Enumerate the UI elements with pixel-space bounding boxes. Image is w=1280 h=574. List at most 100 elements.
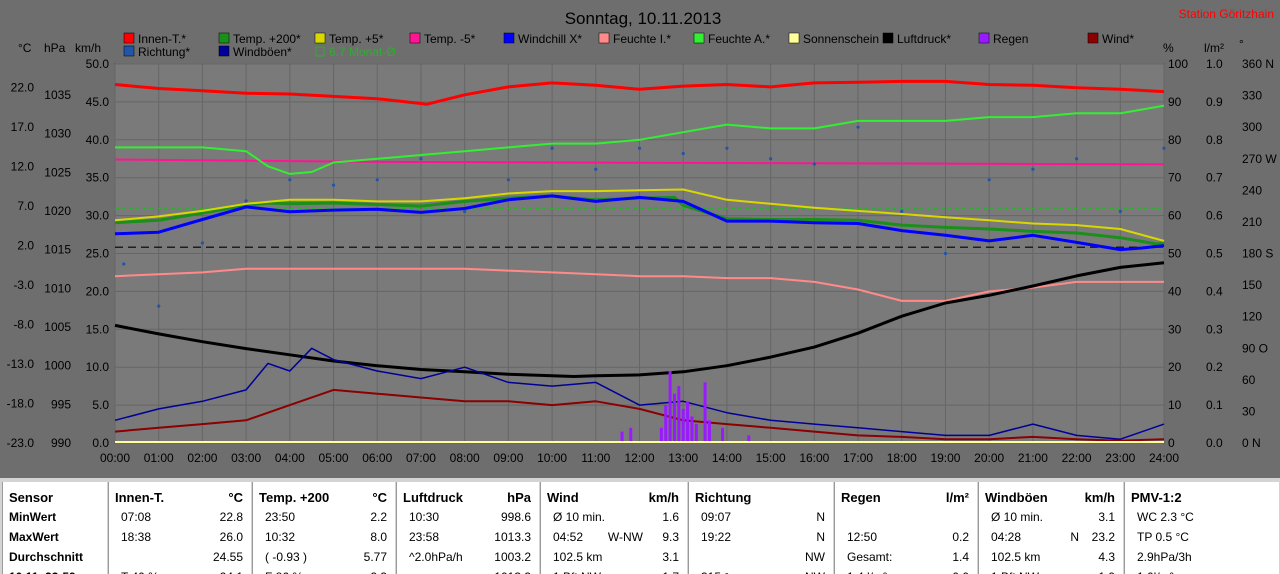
hpa-tick-label: 1015 [44, 243, 71, 257]
deg-tick-label: 90 O [1242, 341, 1268, 355]
series-layer [114, 79, 1166, 443]
deg-tick-label: 120 [1242, 310, 1262, 324]
panel-cell-label: 1 Bft NW [553, 570, 601, 574]
legend-label: Richtung* [138, 45, 190, 59]
direction-point [244, 199, 248, 203]
direction-point [1031, 167, 1035, 171]
legend-swatch [788, 32, 800, 44]
kmh-tick-label: 25.0 [86, 247, 110, 261]
panel-cell-label: ^2.0hPa/h [409, 550, 463, 564]
temp-tick-label: 2.0 [17, 239, 34, 253]
panel-cell-extra: N [1070, 530, 1079, 544]
temp-tick-label: 22.0 [11, 81, 35, 95]
panel-unit: °C [228, 490, 243, 505]
panel-unit: hPa [507, 490, 531, 505]
kmh-tick-label: 10.0 [86, 360, 110, 374]
panel-cell-label: Durchschnitt [9, 550, 84, 564]
direction-point [1162, 146, 1166, 150]
panel-cell-label: 2.9hPa/3h [1137, 550, 1192, 564]
panel-cell-label: WC 2.3 °C [1137, 510, 1194, 524]
time-tick-label: 01:00 [144, 451, 174, 465]
panel-cell-value: 1003.2 [494, 550, 531, 564]
legend-swatch [123, 45, 135, 57]
time-tick-label: 12:00 [624, 451, 654, 465]
hpa-tick-label: 1020 [44, 204, 71, 218]
temp-tick-label: -8.0 [13, 318, 34, 332]
panel-cell-label: 1 Bft NW [991, 570, 1039, 574]
rain-bar [690, 416, 694, 443]
kmh-tick-label: 5.0 [92, 398, 109, 412]
legend-swatch [693, 32, 705, 44]
temp-tick-label: -18.0 [7, 397, 35, 411]
time-tick-label: 16:00 [799, 451, 829, 465]
lm2-tick-label: 1.0 [1206, 57, 1223, 71]
deg-tick-label: 150 [1242, 278, 1262, 292]
panel-cell-label: 1.0l/m² [1137, 570, 1174, 574]
lm2-tick-label: 0.4 [1206, 284, 1223, 298]
panel-cell-value: 1013.3 [494, 570, 531, 574]
panel-cell-label: TP 0.5 °C [1137, 530, 1189, 544]
panel-unit: km/h [1084, 490, 1115, 505]
deg-unit-label: ° [1239, 37, 1244, 51]
hpa-tick-label: 1030 [44, 127, 71, 141]
time-tick-label: 14:00 [712, 451, 742, 465]
series-line [114, 188, 1165, 242]
rain-bar [707, 420, 711, 443]
pct-tick-label: 60 [1168, 209, 1182, 223]
deg-tick-label: 30 [1242, 404, 1256, 418]
legend-label: Windchill X* [518, 32, 582, 46]
direction-point [200, 241, 205, 245]
legend-swatch [218, 32, 230, 44]
panel-cell-label: 1.4 l/m² [847, 570, 887, 574]
time-tick-label: 18:00 [887, 451, 917, 465]
sensor-panel: Luftdruck hPa 10:30 998.6 23:58 1013.3 ^2.0hPa… [396, 482, 539, 574]
deg-tick-label: 60 [1242, 373, 1256, 387]
legend-swatch [314, 32, 326, 44]
legend: Innen-T.* Temp. +200* Temp. +5* Temp. -5* Wi… [123, 32, 1134, 59]
legend-label: Feuchte I.* [613, 32, 671, 46]
time-tick-label: 11:00 [581, 451, 610, 465]
legend-swatch [218, 45, 230, 57]
pct-tick-label: 10 [1168, 398, 1182, 412]
panel-cell-label: 23:58 [409, 530, 440, 544]
hpa-tick-label: 1010 [44, 281, 71, 295]
panel-cell-value: 8.0 [370, 530, 387, 544]
hpa-tick-label: 1035 [44, 88, 71, 102]
panel-cell-value: 2.3 [370, 570, 387, 574]
panel-cell-label: Ø 10 min. [553, 510, 606, 524]
panel-cell-label: MaxWert [9, 530, 59, 544]
hpa-tick-label: 1005 [44, 320, 71, 334]
panel-cell-label: 19:22 [701, 530, 732, 544]
direction-point [812, 162, 816, 166]
kmh-tick-label: 0.0 [92, 436, 109, 450]
time-tick-label: 09:00 [493, 451, 523, 465]
series-line [114, 79, 1165, 106]
pct-tick-label: 40 [1168, 284, 1182, 298]
chart-title: Sonntag, 10.11.2013 [565, 9, 722, 28]
time-tick-label: 13:00 [668, 451, 698, 465]
legend-label: Temp. +5* [329, 32, 384, 46]
panel-cell-value: 0.0 [952, 570, 969, 574]
direction-point [769, 157, 773, 161]
temp-tick-label: -3.0 [13, 278, 34, 292]
direction-point [157, 304, 161, 308]
direction-point [725, 146, 729, 150]
sensor-panel: Richtung 09:07 N 19:22 N NW 315 ° NW [688, 482, 833, 574]
pct-unit-label: % [1163, 41, 1174, 55]
panel-cell-label: 04:52 [553, 530, 584, 544]
deg-tick-label: 0 N [1242, 436, 1261, 450]
panel-header: Sensor [9, 490, 54, 505]
kmh-tick-label: 20.0 [86, 284, 110, 298]
legend-swatch [598, 32, 610, 44]
pct-tick-label: 80 [1168, 133, 1182, 147]
hpa-tick-label: 990 [51, 436, 71, 450]
panel-cell-label: ( -0.93 ) [265, 550, 308, 564]
kmh-tick-label: 45.0 [86, 95, 110, 109]
lm2-tick-label: 0.9 [1206, 95, 1223, 109]
time-tick-label: 21:00 [1018, 451, 1048, 465]
panel-cell-label: MinWert [9, 510, 57, 524]
series-line [114, 388, 1165, 442]
rain-bar [659, 427, 663, 443]
temp-tick-label: 7.0 [17, 199, 34, 213]
panel-cell-extra: W-NW [607, 530, 643, 544]
